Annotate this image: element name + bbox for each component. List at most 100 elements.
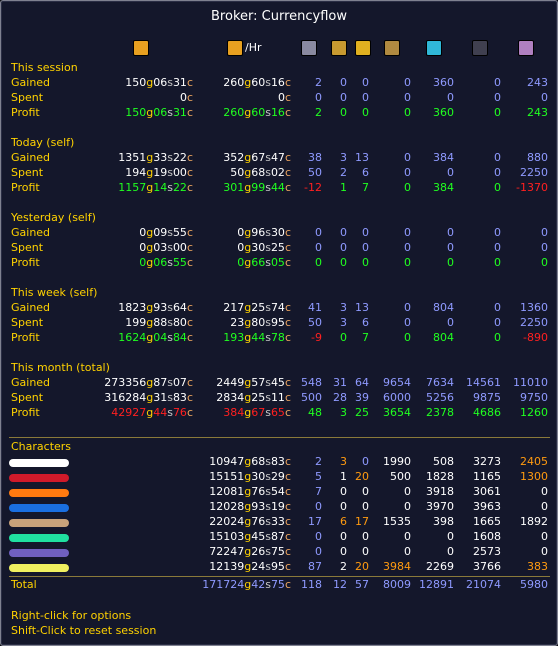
gold-value-s: 33 (153, 151, 168, 164)
row-label: Profit (11, 256, 40, 269)
gold-value-c-unit: c (186, 301, 193, 314)
character-gold-g: 22024 (209, 515, 245, 528)
gold-per-hour-value-s: 60 (251, 106, 266, 119)
gold-per-hour-value-g-unit: g (244, 241, 252, 254)
currency-value: 0 (494, 301, 501, 314)
character-currency-value: 2 (315, 455, 322, 468)
character-currency-value: 0 (362, 455, 369, 468)
gold-value-c: 00 (172, 241, 187, 254)
gold-per-hour-value-s: 68 (251, 166, 266, 179)
currency-value: 0 (404, 151, 411, 164)
gold-value-s: 31 (153, 391, 168, 404)
character-currency-value: 0 (447, 530, 454, 543)
character-gold: 12081g76s54c (209, 485, 291, 498)
gold-value-s-unit: s (167, 301, 173, 314)
character-currency-value: 0 (340, 500, 347, 513)
character-gold-s: 26 (251, 545, 266, 558)
currency-value: 0 (404, 76, 411, 89)
gold-per-hour-value-g-unit: g (244, 151, 252, 164)
gold-per-hour-value-s: 96 (251, 226, 266, 239)
character-gold-s: 68 (251, 455, 266, 468)
character-currency-value: 0 (315, 530, 322, 543)
total-gold-c-unit: c (284, 578, 291, 591)
gold-value-g: 150 (125, 76, 147, 89)
currency-value: 50 (308, 316, 322, 329)
currency-value: 0 (340, 241, 347, 254)
character-currency-value: 0 (340, 545, 347, 558)
total-currency-value: 118 (301, 578, 322, 591)
total-currency-value: 5980 (520, 578, 548, 591)
gold-per-hour-value-c: 44 (270, 181, 285, 194)
gold-per-hour-value-g-unit: g (244, 166, 252, 179)
currency-value: 0 (362, 91, 369, 104)
character-currency-value: 0 (315, 500, 322, 513)
character-currency-value: 0 (404, 485, 411, 498)
gold-value-c-unit: c (186, 151, 193, 164)
gold-per-hour-value-c-unit: c (284, 181, 291, 194)
character-gold-c-unit: c (284, 545, 291, 558)
currency-value: -1370 (516, 181, 548, 194)
gold-value: 42927g44s76c (111, 406, 193, 419)
currency-value: 0 (404, 316, 411, 329)
currency-value: 9875 (473, 391, 501, 404)
character-currency-value: 17 (355, 515, 369, 528)
gold-value-c: 83 (172, 391, 187, 404)
gold-per-hour-value-s-unit: s (265, 331, 271, 344)
gold-per-hour-value-c-unit: c (284, 376, 291, 389)
character-currency-value: 0 (315, 545, 322, 558)
gold-value-g: 194 (125, 166, 147, 179)
gold-per-hour-value-s-unit: s (265, 166, 271, 179)
currency-value: -12 (304, 181, 322, 194)
currency-value: 0 (494, 181, 501, 194)
gold-value-g: 150 (125, 106, 147, 119)
gold-value-c: 31 (172, 76, 187, 89)
separator (9, 576, 550, 577)
gold-per-hour-value-s: 25 (251, 391, 266, 404)
currency-value: 7 (362, 331, 369, 344)
gold-value-g-unit: g (146, 151, 154, 164)
character-currency-value: 1892 (520, 515, 548, 528)
gold-per-hour-value-g: 0 (237, 226, 245, 239)
gold-value-c-unit: c (186, 406, 193, 419)
gold-value: 150g06s31c (125, 76, 193, 89)
gold-value-c-unit: c (186, 331, 193, 344)
gold-per-hour-value-g-unit: g (244, 331, 252, 344)
gold-value-g: 0 (139, 256, 147, 269)
character-currency-value: 3970 (426, 500, 454, 513)
gold-value: 194g19s00c (125, 166, 193, 179)
gold-value-g: 0 (139, 241, 147, 254)
gold-value-c-unit: c (186, 316, 193, 329)
character-currency-value: 1608 (473, 530, 501, 543)
gold-value-c-unit: c (186, 241, 193, 254)
currency-value: 0 (494, 166, 501, 179)
gold-value-c: 22 (172, 181, 187, 194)
gold-per-hour-value-s: 67 (251, 151, 266, 164)
footer-hint: Shift-Click to reset session (11, 624, 157, 637)
currency-value: 0 (494, 106, 501, 119)
currency-value: 1 (340, 181, 347, 194)
currency-value: 384 (433, 151, 454, 164)
currency-value: 39 (355, 391, 369, 404)
character-currency-value: 0 (362, 530, 369, 543)
currency-value: 0 (494, 316, 501, 329)
row-label: Gained (11, 376, 51, 389)
gold-value-c-unit: c (186, 256, 193, 269)
gold-value-g-unit: g (146, 316, 154, 329)
gold-value-s-unit: s (167, 376, 173, 389)
character-gold-g-unit: g (244, 560, 252, 573)
currency-value: 38 (308, 151, 322, 164)
character-gold-g: 12139 (209, 560, 245, 573)
character-gold-s-unit: s (265, 545, 271, 558)
tooltip-title: Broker: Currencyflow (211, 9, 347, 24)
gold-coins-icon (133, 40, 149, 56)
character-currency-value: 2405 (520, 455, 548, 468)
row-label: Gained (11, 226, 51, 239)
currency-6-icon (472, 40, 488, 56)
character-currency-value: 0 (340, 530, 347, 543)
currency-value: 25 (355, 406, 369, 419)
currency-value: 0 (340, 256, 347, 269)
row-label: Profit (11, 406, 40, 419)
currency-value: 13 (355, 151, 369, 164)
currency-value: 0 (494, 256, 501, 269)
